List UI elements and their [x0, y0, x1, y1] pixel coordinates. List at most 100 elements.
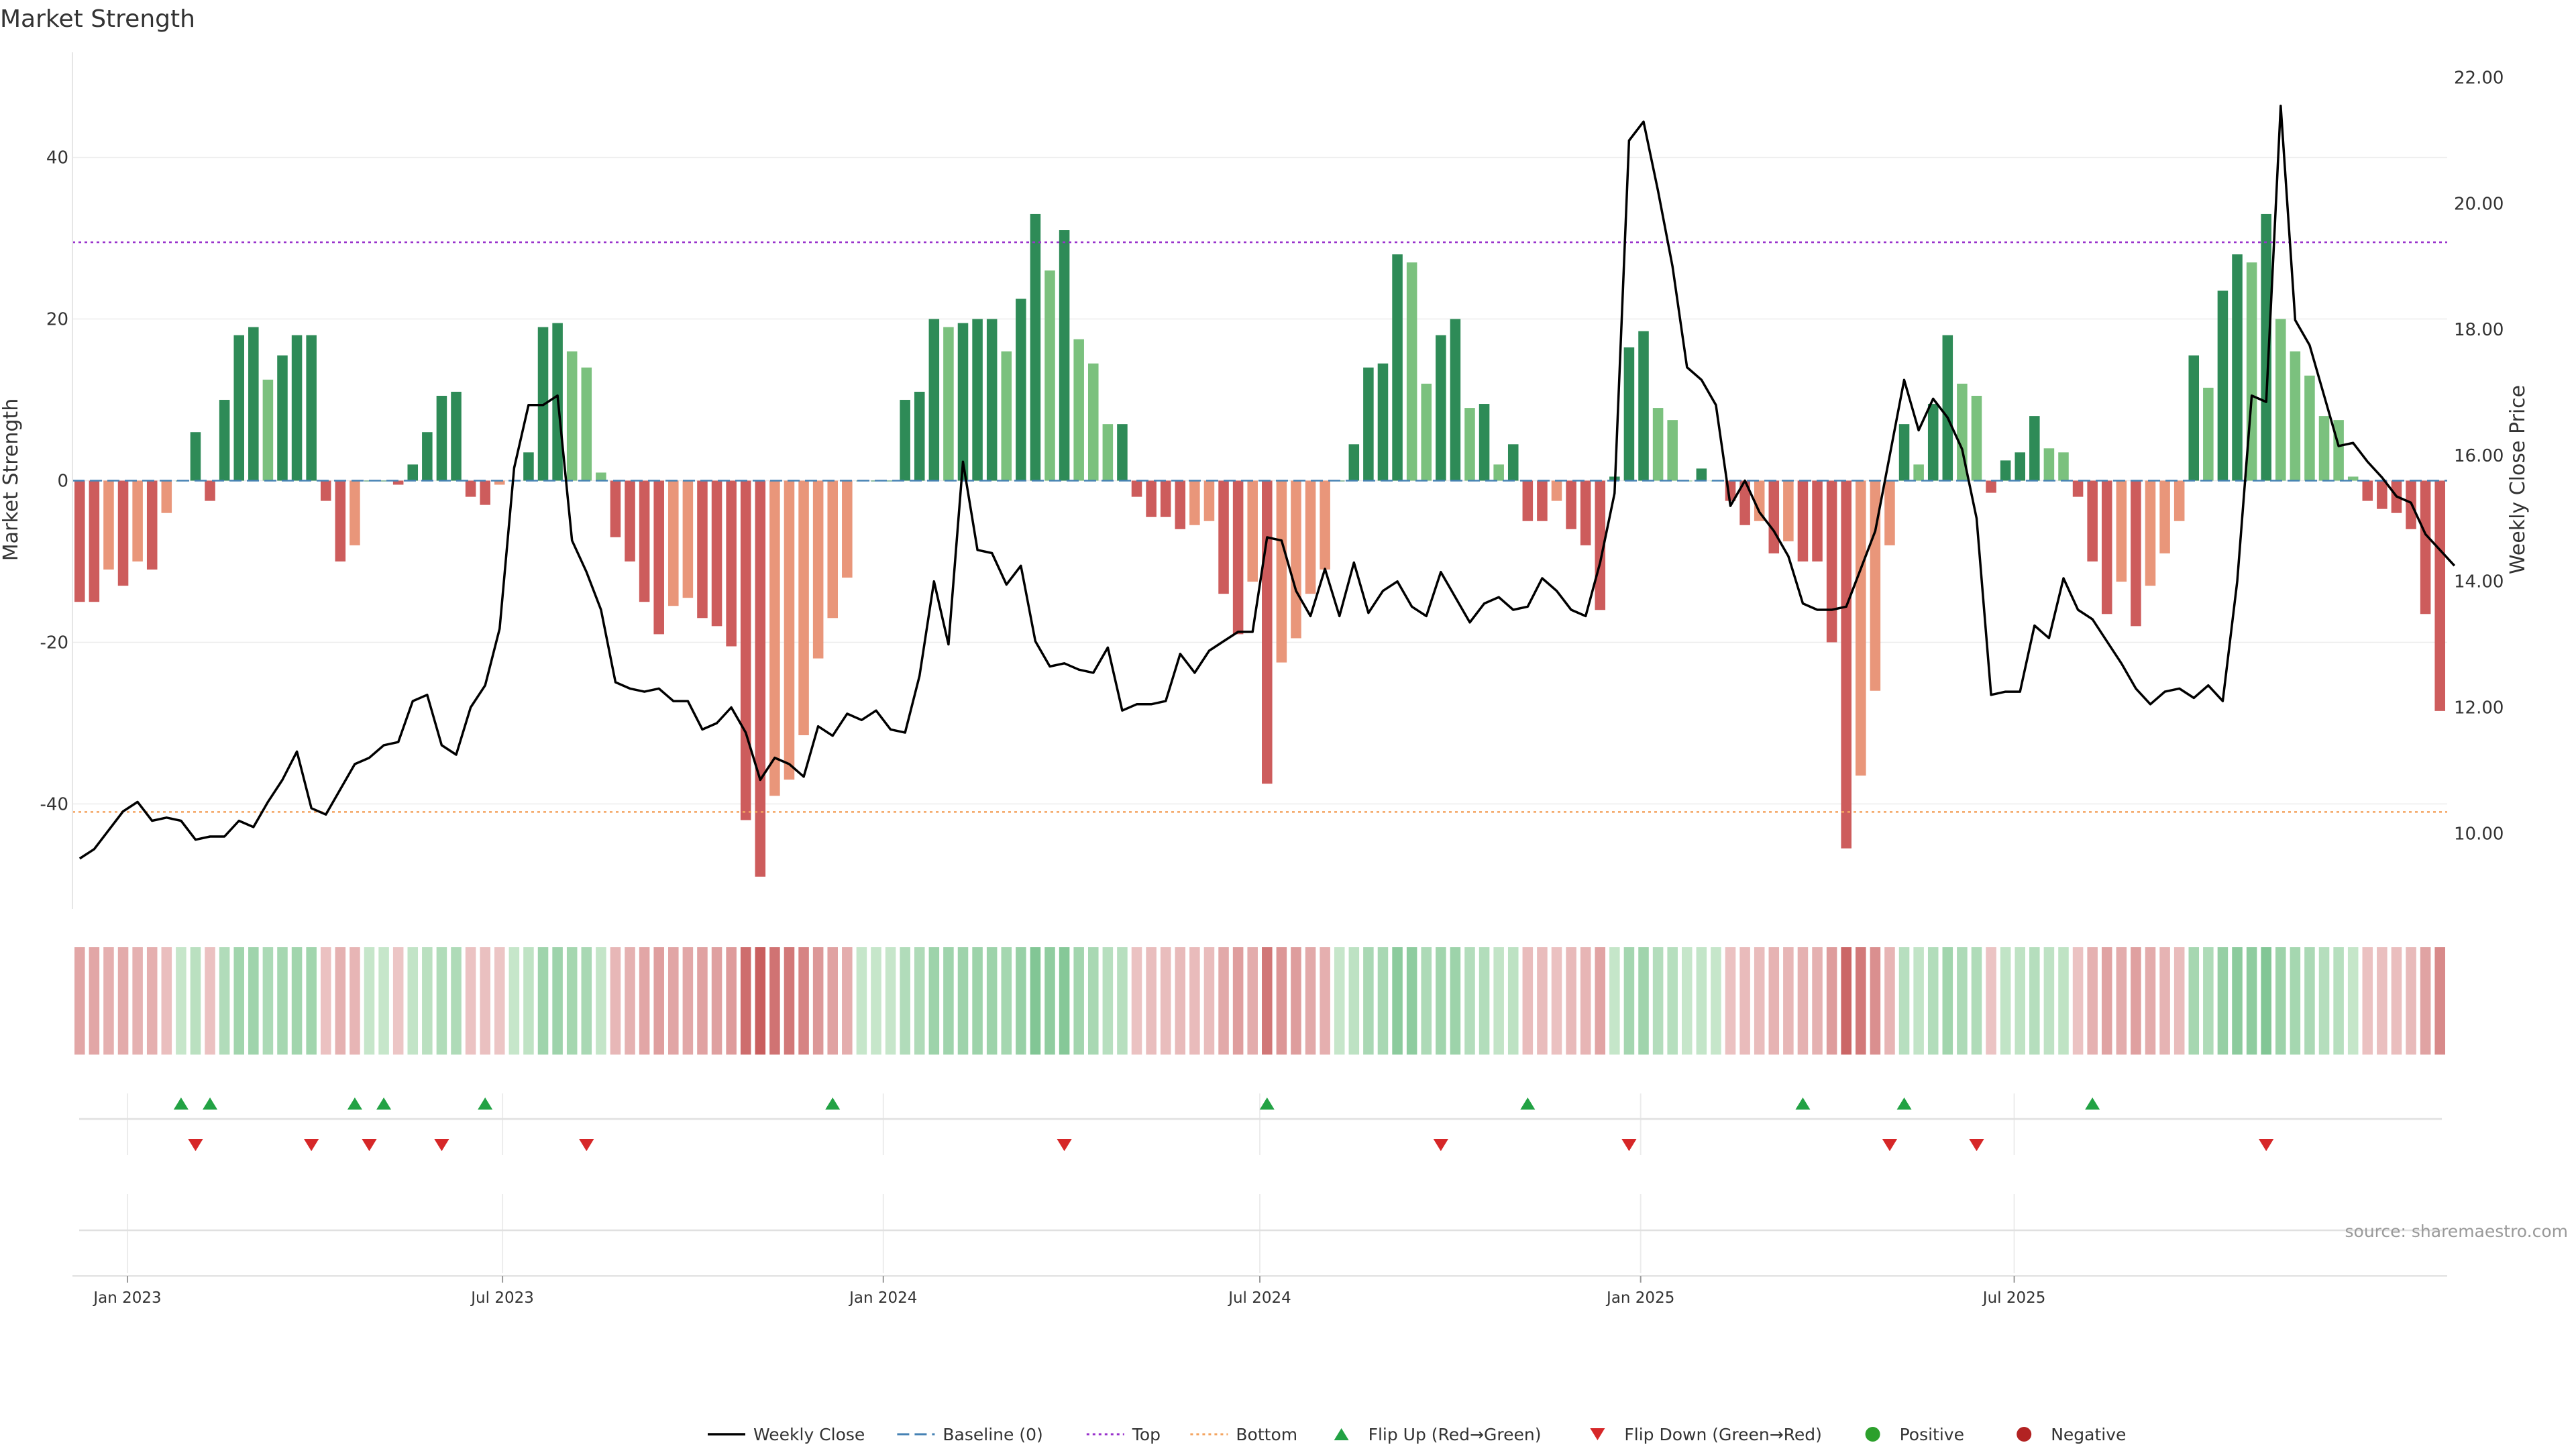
strength-bar: [726, 480, 737, 647]
heatmap-cell: [1305, 947, 1316, 1055]
heatmap-cell: [2318, 947, 2330, 1055]
heatmap-cell: [957, 947, 969, 1055]
flip-down-marker: [362, 1139, 377, 1151]
strength-bar: [827, 480, 839, 619]
strength-bar: [1087, 363, 1099, 481]
heatmap-cell: [928, 947, 940, 1055]
y-tick-label: 20: [46, 310, 68, 330]
strength-bar: [1102, 424, 1114, 481]
legend-item: Baseline (0): [897, 1425, 1043, 1444]
strength-bar: [1363, 367, 1374, 481]
heatmap-cell: [784, 947, 795, 1055]
heatmap-cell: [625, 947, 635, 1055]
heatmap-cell: [1479, 947, 1490, 1055]
strength-bar: [798, 480, 809, 735]
heatmap-cell: [1623, 947, 1635, 1055]
heatmap-cell: [1638, 947, 1649, 1055]
strength-bar: [2217, 290, 2229, 481]
strength-bar: [2029, 416, 2040, 481]
heatmap-cell: [2087, 947, 2098, 1055]
strength-bar: [1667, 420, 1678, 481]
strength-bar: [2000, 460, 2011, 481]
strength-bar: [1001, 351, 1012, 481]
heatmap-cell: [2406, 947, 2416, 1055]
strength-bar: [755, 480, 766, 877]
heatmap-cell: [1421, 947, 1432, 1055]
right-axis-ticks: 10.00 12.00 14.00 16.00 18.00 20.00 22.00: [2454, 68, 2504, 845]
strength-bar: [2377, 480, 2387, 509]
heatmap-cell: [132, 947, 143, 1055]
heatmap-cell: [1884, 947, 1895, 1055]
strength-bar: [146, 480, 158, 570]
legend-label: Bottom: [1236, 1425, 1297, 1444]
strength-bar: [117, 480, 129, 586]
heatmap-cell: [1146, 947, 1157, 1055]
strength-bar: [1348, 444, 1360, 481]
strength-bar: [407, 464, 419, 481]
heatmap-cell: [1348, 947, 1360, 1055]
heatmap-cell: [422, 947, 433, 1055]
strength-bar: [2275, 319, 2286, 481]
strength-bar: [1927, 404, 1939, 481]
heatmap-cell: [1580, 947, 1591, 1055]
flip-down-marker: [1621, 1139, 1637, 1151]
triangle-down-icon: [1590, 1428, 1605, 1440]
heatmap-cell: [1681, 947, 1693, 1055]
heatmap-cell: [1087, 947, 1099, 1055]
heatmap-cell: [740, 947, 751, 1055]
heatmap-cell: [900, 947, 910, 1055]
flip-down-marker: [434, 1139, 449, 1151]
strength-bar: [1320, 480, 1330, 570]
strength-bar: [1059, 230, 1070, 481]
strength-bar: [1537, 480, 1548, 521]
heatmap-cell: [1363, 947, 1374, 1055]
heatmap-cell: [914, 947, 925, 1055]
heatmap-cell: [1783, 947, 1794, 1055]
heatmap-cell: [2217, 947, 2229, 1055]
strength-bar: [581, 367, 592, 481]
heatmap-cell: [480, 947, 490, 1055]
heatmap-cell: [320, 947, 331, 1055]
strength-bar: [885, 480, 896, 482]
strength-bar: [2131, 480, 2141, 627]
strength-bar: [2203, 387, 2214, 481]
flip-up-marker: [347, 1097, 362, 1110]
y2-tick-label: 20.00: [2454, 194, 2504, 214]
heatmap-cell: [161, 947, 172, 1055]
strength-bar: [2072, 480, 2084, 497]
circle-icon: [1865, 1427, 1880, 1442]
heatmap-cell: [1841, 947, 1851, 1055]
strength-bar: [89, 480, 100, 602]
heatmap-cell: [871, 947, 881, 1055]
heatmap-cell: [812, 947, 824, 1055]
x-tick-label: Jan 2024: [848, 1289, 917, 1307]
strength-bar: [1507, 444, 1519, 481]
heatmap-cell: [508, 947, 520, 1055]
strength-bar: [2232, 254, 2243, 481]
strength-bar: [1971, 396, 1982, 481]
heatmap-cell: [1203, 947, 1215, 1055]
flip-up-marker: [825, 1097, 841, 1110]
heatmap-cell: [350, 947, 360, 1055]
flip-up-marker: [2085, 1097, 2100, 1110]
strength-bar: [972, 319, 983, 481]
heatmap-cell: [1464, 947, 1475, 1055]
heatmap-cell: [378, 947, 389, 1055]
strength-bar: [711, 480, 722, 627]
strength-bar: [1160, 480, 1171, 517]
legend-label: Baseline (0): [943, 1425, 1042, 1444]
strength-bar: [1884, 480, 1895, 545]
y2-tick-label: 14.00: [2454, 572, 2504, 592]
heatmap-cell: [972, 947, 983, 1055]
strength-bar: [653, 480, 664, 635]
strength-bar: [1595, 480, 1606, 610]
heatmap-cell: [1436, 947, 1446, 1055]
heatmap-cell: [943, 947, 954, 1055]
strength-bar: [842, 480, 853, 578]
strength-bar: [740, 480, 751, 820]
heatmap-cell: [1812, 947, 1823, 1055]
heatmap-cell: [711, 947, 722, 1055]
strength-bar: [1566, 480, 1576, 529]
heatmap-cell: [233, 947, 245, 1055]
